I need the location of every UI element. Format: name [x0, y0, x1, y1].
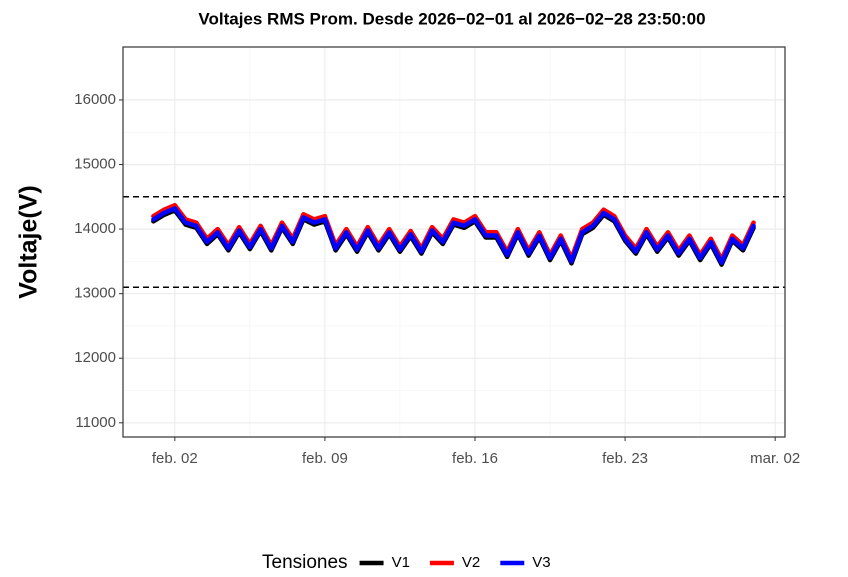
x-tick-label: feb. 23: [602, 450, 648, 467]
series-line: [151, 206, 756, 265]
x-tick-label: feb. 02: [152, 450, 198, 467]
legend-label: V1: [392, 554, 410, 571]
x-tick-label: feb. 16: [452, 450, 498, 467]
y-tick-label: 15000: [74, 155, 116, 172]
y-tick-label: 12000: [74, 349, 116, 366]
legend-label: V3: [532, 554, 550, 571]
y-axis-label: Voltaje(V): [15, 185, 43, 298]
y-tick-label: 16000: [74, 91, 116, 108]
legend-title: Tensiones: [262, 552, 348, 573]
x-tick-label: mar. 02: [750, 450, 800, 467]
chart-title: Voltajes RMS Prom. Desde 2026−02−01 al 2…: [198, 9, 705, 28]
x-tick-label: feb. 09: [302, 450, 348, 467]
series-line: [151, 202, 756, 262]
y-tick-label: 14000: [74, 220, 116, 237]
y-tick-label: 13000: [74, 285, 116, 302]
legend-label: V2: [462, 554, 480, 571]
panel-border: [122, 46, 786, 438]
y-tick-label: 11000: [75, 414, 116, 431]
